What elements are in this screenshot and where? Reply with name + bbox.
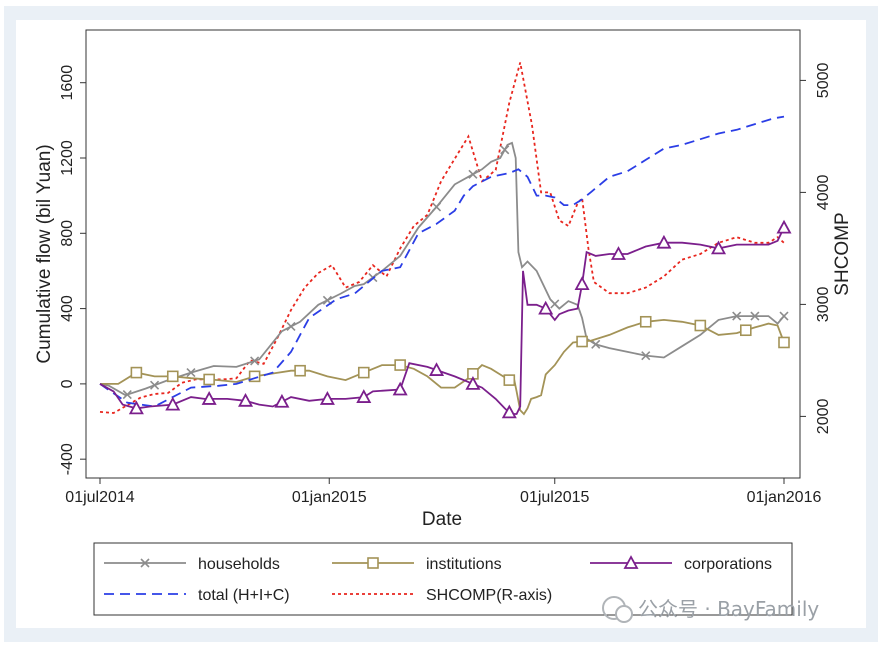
series-marker-institutions	[130, 366, 143, 379]
series-marker-corporations	[238, 392, 254, 407]
axes-layer: 01jul2014 01jan2015 01jul2015 01jan2016 -400…	[59, 63, 832, 506]
series-marker-corporations	[776, 219, 792, 234]
legend-marker-households-stroke	[140, 558, 150, 568]
series-marker-institutions	[778, 336, 790, 349]
series-marker-households-stroke	[550, 299, 560, 309]
series-marker-corporations	[610, 246, 626, 260]
y-axis-left-title: Cumulative flow (bil Yuan)	[34, 144, 55, 363]
series-marker-corporations	[165, 396, 181, 411]
legend-label-shcomp-r-axis: SHCOMP(R-axis)	[426, 587, 552, 604]
series-marker-households-stroke	[732, 311, 742, 321]
series-marker-households-stroke	[150, 380, 160, 390]
y-right-tick-label: 4000	[815, 175, 832, 211]
y-axis-right-title: SHCOMP	[832, 212, 853, 295]
series-marker-households	[550, 299, 560, 309]
series-marker-households	[286, 321, 296, 332]
y-right-tick-label: 3000	[815, 287, 832, 323]
series-marker-institutions	[166, 370, 179, 383]
series-marker-corporations	[656, 234, 672, 249]
series-marker-institutions	[739, 324, 752, 337]
series-line-households	[99, 141, 785, 397]
series-marker-households	[779, 311, 789, 321]
x-tick-label: 01jul2015	[520, 489, 590, 506]
series-marker-households	[150, 380, 160, 390]
legend-label-institutions: institutions	[426, 556, 502, 573]
series-marker-households	[591, 339, 601, 349]
series-line-total-h-i-c	[99, 115, 785, 408]
series-marker-corporations	[501, 404, 517, 419]
series-marker-households-stroke	[641, 351, 651, 361]
legend-marker-corporations	[623, 555, 639, 569]
series-layer	[99, 62, 792, 419]
series-marker-households	[431, 202, 442, 212]
series-marker-households	[500, 145, 510, 155]
series-marker-institutions	[357, 366, 370, 379]
legend: households institutions corporations total …	[93, 542, 793, 616]
y-right-tick-label: 2000	[815, 399, 832, 435]
series-marker-corporations	[465, 376, 481, 390]
series-marker-corporations	[392, 381, 408, 396]
series-marker-corporations	[274, 393, 290, 408]
series-marker-households-stroke	[431, 202, 442, 212]
watermark-text: 公众号 · BayFamily	[638, 597, 819, 621]
series-marker-institutions	[694, 319, 707, 332]
series-marker-households	[750, 311, 760, 321]
legend-label-households: households	[198, 556, 280, 573]
series-marker-institutions	[248, 370, 261, 383]
series-marker-households	[250, 356, 260, 366]
series-marker-households	[186, 368, 196, 378]
x-axis-title: Date	[422, 509, 462, 530]
x-tick-label: 01jan2016	[747, 489, 822, 506]
y-left-tick-label: 1200	[59, 140, 76, 176]
y-left-tick-label: -400	[59, 443, 76, 475]
series-marker-households-stroke	[750, 311, 760, 321]
y-left-tick-label: 800	[59, 220, 76, 247]
series-marker-households-stroke	[286, 321, 296, 332]
series-marker-corporations	[319, 391, 335, 405]
series-marker-institutions	[394, 359, 406, 371]
series-marker-corporations	[201, 391, 217, 405]
series-marker-households-stroke	[591, 339, 601, 349]
series-marker-households	[732, 311, 742, 321]
series-marker-households-stroke	[186, 368, 196, 378]
series-marker-households-stroke	[122, 390, 132, 400]
x-tick-label: 01jul2014	[65, 489, 135, 506]
series-marker-households-stroke	[779, 311, 789, 321]
y-left-tick-label: 0	[59, 379, 76, 388]
series-marker-households-stroke	[250, 356, 260, 366]
series-marker-corporations	[128, 400, 144, 415]
legend-box	[93, 542, 793, 616]
plot-area	[85, 29, 801, 479]
series-marker-corporations	[538, 300, 554, 315]
y-right-tick-label: 5000	[815, 63, 832, 99]
wechat-icon-inner	[615, 605, 633, 623]
y-left-tick-label: 1600	[59, 65, 76, 101]
watermark: 公众号 · BayFamily	[602, 596, 819, 623]
series-marker-institutions	[294, 364, 306, 377]
x-tick-label: 01jan2015	[292, 489, 367, 506]
series-marker-households-stroke	[322, 295, 332, 305]
y-left-tick-label: 400	[59, 295, 76, 322]
series-marker-corporations	[356, 389, 372, 403]
series-marker-institutions	[203, 373, 215, 386]
legend-marker-institutions	[367, 557, 379, 569]
series-marker-corporations	[429, 362, 445, 376]
series-marker-corporations	[710, 240, 727, 255]
series-marker-households	[468, 169, 478, 179]
series-marker-institutions	[639, 315, 652, 328]
series-marker-households	[122, 390, 132, 400]
series-marker-households	[641, 351, 651, 361]
series-marker-corporations	[574, 276, 590, 291]
series-marker-households-stroke	[468, 169, 478, 179]
legend-label-corporations: corporations	[684, 556, 772, 573]
series-marker-institutions	[503, 374, 516, 386]
legend-marker-households	[140, 558, 150, 568]
series-marker-households-stroke	[500, 145, 510, 155]
series-marker-institutions	[576, 335, 588, 348]
legend-label-total-h-i-c: total (H+I+C)	[198, 587, 290, 604]
